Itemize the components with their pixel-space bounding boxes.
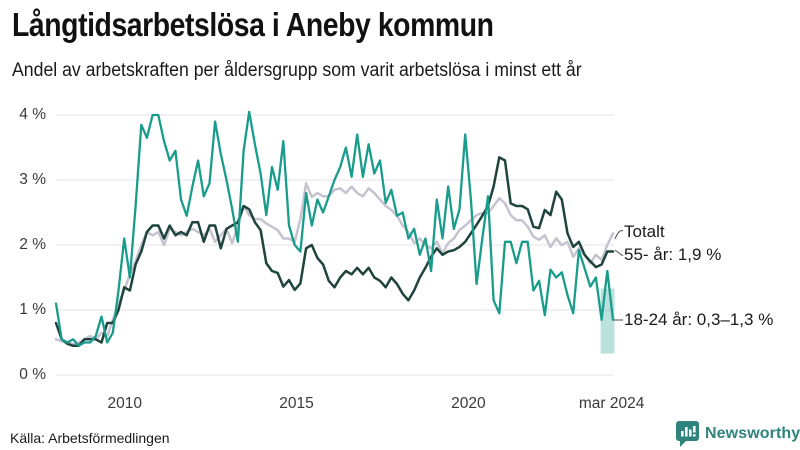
series-label-18-24-ar: 18-24 år: 0,3–1,3 % [624,310,774,329]
source-note: Källa: Arbetsförmedlingen [10,430,170,446]
series-label-55-ar: 55- år: 1,9 % [624,245,722,264]
page-title: Långtidsarbetslösa i Aneby kommun [12,6,494,43]
chart-subtitle: Andel av arbetskraften per åldersgrupp s… [12,60,582,81]
x-axis-tick-label: 2015 [279,395,314,412]
y-axis-tick-label: 3 % [19,171,46,188]
y-axis-tick-label: 2 % [19,236,46,253]
y-axis-tick-label: 1 % [19,301,46,318]
x-axis-tick-label: 2010 [107,395,142,412]
x-axis-tick-label: mar 2024 [578,395,645,412]
series-label-totalt: Totalt [624,222,665,241]
ci-band [600,288,615,354]
series-line-18-24-r [54,110,615,347]
label-connector-55-ar [614,249,624,257]
y-axis-tick-label: 4 % [19,106,46,123]
x-axis-tick-label: 2020 [451,395,486,412]
bar-chart-speech-bubble-icon [676,421,699,447]
y-axis-tick-label: 0 % [19,366,46,383]
series-line-totalt [54,182,615,346]
brand-name: Newsworthy [705,425,800,442]
series-line-55-r [54,156,615,348]
newsworthy-logo[interactable]: Newsworthy [676,421,800,447]
label-connector-totalt [614,230,624,240]
